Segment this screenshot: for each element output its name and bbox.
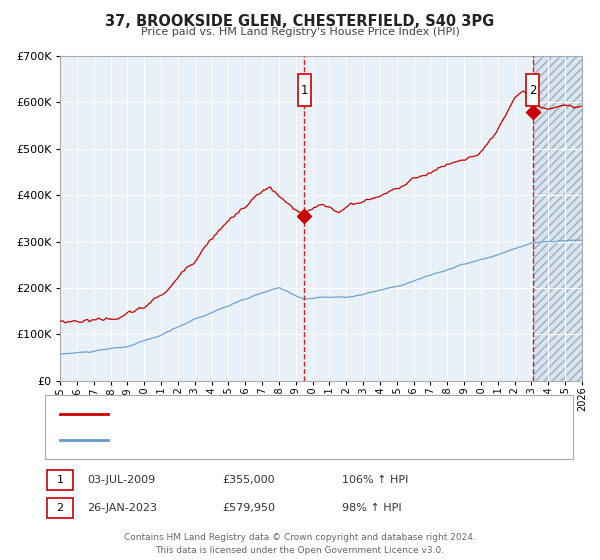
Text: Price paid vs. HM Land Registry's House Price Index (HPI): Price paid vs. HM Land Registry's House … xyxy=(140,27,460,37)
Text: 37, BROOKSIDE GLEN, CHESTERFIELD, S40 3PG (detached house): 37, BROOKSIDE GLEN, CHESTERFIELD, S40 3P… xyxy=(117,409,459,419)
Text: 37, BROOKSIDE GLEN, CHESTERFIELD, S40 3PG: 37, BROOKSIDE GLEN, CHESTERFIELD, S40 3P… xyxy=(106,14,494,29)
Text: £355,000: £355,000 xyxy=(222,475,275,485)
FancyBboxPatch shape xyxy=(298,74,311,106)
Bar xyxy=(533,56,582,381)
Text: 2: 2 xyxy=(56,503,64,513)
Text: 106% ↑ HPI: 106% ↑ HPI xyxy=(342,475,409,485)
Text: Contains HM Land Registry data © Crown copyright and database right 2024.: Contains HM Land Registry data © Crown c… xyxy=(124,533,476,542)
Text: This data is licensed under the Open Government Licence v3.0.: This data is licensed under the Open Gov… xyxy=(155,546,445,555)
Text: 1: 1 xyxy=(301,83,308,97)
Text: 2: 2 xyxy=(529,83,536,97)
FancyBboxPatch shape xyxy=(526,74,539,106)
Text: £579,950: £579,950 xyxy=(222,503,275,513)
Text: 1: 1 xyxy=(56,475,64,485)
Text: 26-JAN-2023: 26-JAN-2023 xyxy=(87,503,157,513)
Text: 03-JUL-2009: 03-JUL-2009 xyxy=(87,475,155,485)
Text: 98% ↑ HPI: 98% ↑ HPI xyxy=(342,503,401,513)
Text: HPI: Average price, detached house, Chesterfield: HPI: Average price, detached house, Ches… xyxy=(117,435,373,445)
